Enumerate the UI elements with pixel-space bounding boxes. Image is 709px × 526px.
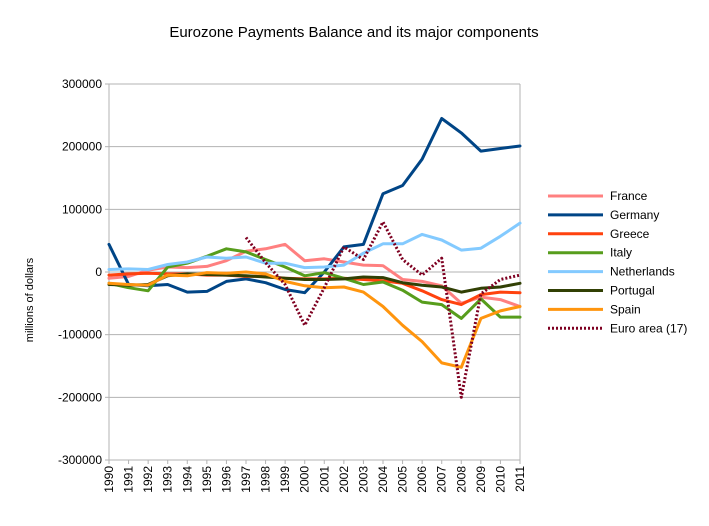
chart-title: Eurozone Payments Balance and its major … (169, 24, 538, 41)
x-tick-label: 2003 (356, 466, 370, 493)
x-tick-label: 2000 (298, 466, 312, 493)
x-tick-label: 1998 (259, 466, 273, 493)
legend-label-france: France (610, 189, 648, 203)
series-layer (107, 117, 522, 399)
series-line-germany (107, 117, 522, 295)
series-line-italy (107, 247, 522, 320)
x-tick-label: 1995 (200, 466, 214, 493)
x-tick-label: 2005 (396, 466, 410, 493)
x-tick-label: 1994 (180, 466, 194, 493)
x-tick-label: 2006 (415, 466, 429, 493)
x-tick-label: 2011 (513, 466, 527, 492)
series-line-netherlands (107, 221, 522, 271)
x-tick-label: 2009 (474, 466, 488, 493)
x-tick-label: 1991 (122, 466, 136, 493)
x-tick-label: 1999 (278, 466, 292, 493)
series-line-spain (107, 270, 522, 369)
x-tick-label: 1992 (141, 466, 155, 493)
x-tick-label: 2002 (337, 466, 351, 493)
y-tick-label: 100000 (62, 202, 102, 216)
legend-label-italy: Italy (610, 246, 632, 260)
y-tick-label: -100000 (58, 328, 102, 342)
y-tick-label: 200000 (62, 140, 102, 154)
x-tick-label: 1993 (161, 466, 175, 493)
y-tick-label: -200000 (58, 390, 102, 404)
x-tick-label: 1990 (102, 466, 116, 493)
x-tick-label: 2004 (376, 466, 390, 493)
x-tick-label: 1996 (219, 466, 233, 493)
legend-label-euro-area-17: Euro area (17) (610, 321, 687, 335)
x-tick-label: 2008 (454, 466, 468, 493)
x-tick-label: 2010 (493, 466, 507, 493)
series-line-euro-area-17 (244, 220, 521, 399)
legend-label-spain: Spain (610, 302, 641, 316)
legend-label-germany: Germany (610, 208, 659, 222)
y-tick-label: 0 (95, 265, 102, 279)
y-tick-label: 300000 (62, 77, 102, 91)
x-tick-label: 2007 (435, 466, 449, 493)
x-tick-label: 2001 (317, 466, 331, 493)
x-tick-label: 1997 (239, 466, 253, 493)
y-axis-label: millions of dollars (24, 257, 36, 342)
legend-label-greece: Greece (610, 227, 650, 241)
y-tick-label: -300000 (58, 453, 102, 467)
grid-layer (109, 83, 520, 461)
series-line-france (107, 242, 522, 308)
legend-label-netherlands: Netherlands (610, 265, 675, 279)
legend: France Germany Greece Italy Netherlands Portu… (548, 189, 687, 335)
legend-label-portugal: Portugal (610, 284, 655, 298)
axis-layer: 300000 200000 100000 0 -100000 -200000 -300000… (58, 77, 527, 493)
